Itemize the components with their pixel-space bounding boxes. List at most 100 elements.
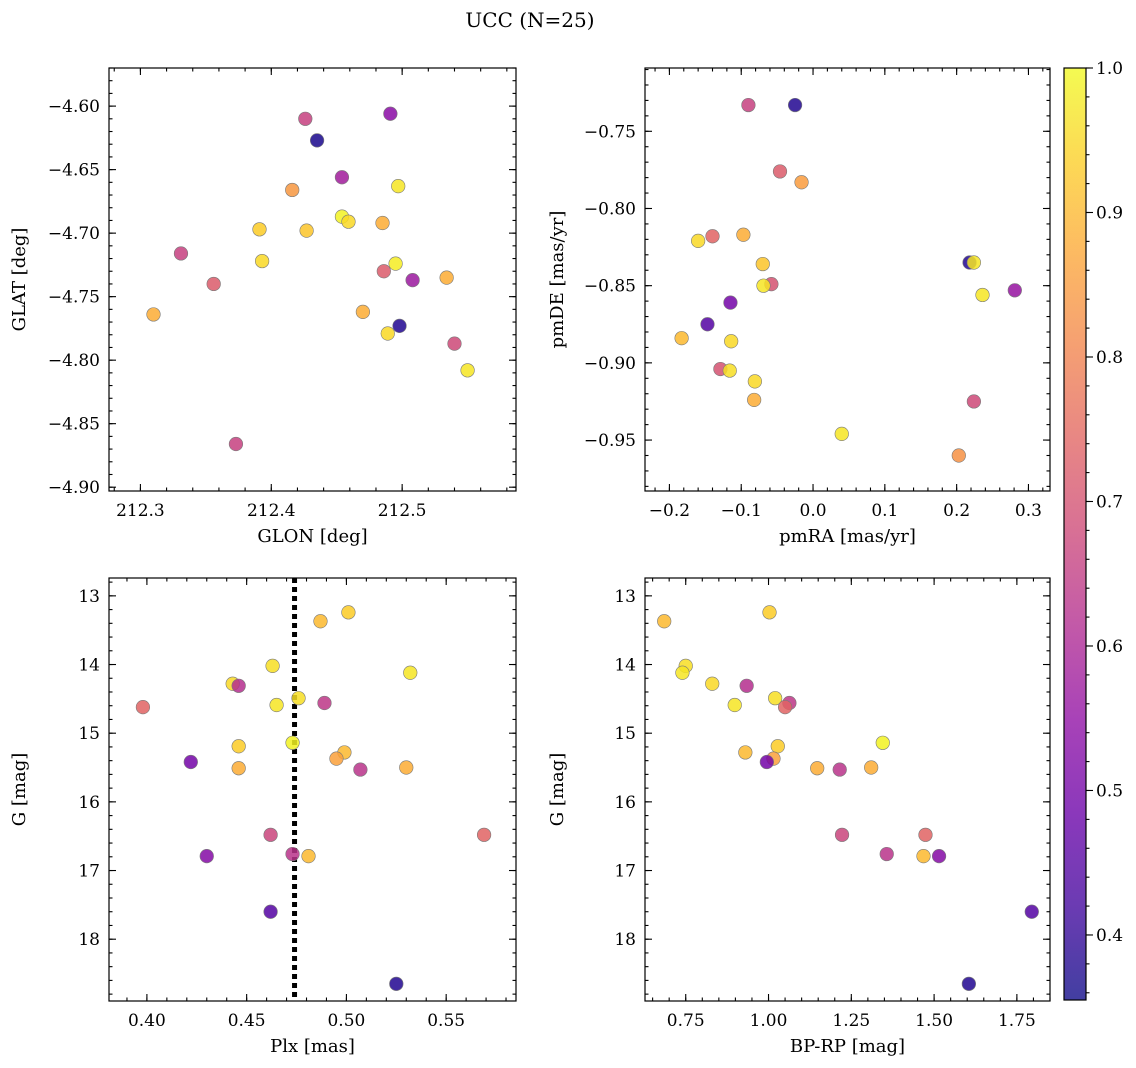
x-axis-label: GLON [deg] — [257, 526, 367, 547]
scatter-point — [183, 754, 198, 770]
scatter-point — [298, 111, 313, 126]
x-tick-label: 212.4 — [247, 501, 296, 521]
scatter-point — [447, 336, 462, 351]
scatter-point — [759, 754, 774, 770]
scatter-point — [263, 904, 278, 919]
scatter-point — [389, 976, 404, 991]
scatter-point — [787, 97, 803, 113]
scatter-point — [334, 170, 350, 185]
colorbar: 0.4 0.5 0.6 0.7 0.8 0.9 1.0 — [1063, 59, 1123, 1001]
scatter-point — [285, 182, 300, 198]
x-tick-label: 1.00 — [750, 1011, 788, 1031]
scatter-point — [329, 751, 344, 766]
y-tick-label: −4.90 — [48, 478, 100, 498]
scatter-point — [317, 695, 332, 711]
scatter-point — [1024, 904, 1039, 919]
y-tick-label: −0.75 — [584, 122, 636, 142]
y-tick-label: 16 — [78, 793, 100, 813]
y-tick-label: 18 — [614, 930, 636, 950]
scatter-point — [810, 761, 825, 776]
scatter-point — [951, 448, 966, 463]
y-tick-label: 17 — [614, 862, 636, 882]
scatter-point — [879, 846, 894, 862]
scatter-point — [341, 214, 356, 229]
scatter-point — [206, 276, 221, 292]
scatter-point — [228, 436, 244, 452]
x-tick-label: 0.40 — [128, 1011, 166, 1031]
scatter-point — [392, 318, 407, 333]
y-tick-label: −0.80 — [584, 199, 636, 219]
colorbar-frame — [1063, 67, 1087, 1001]
scatter-point — [747, 392, 762, 408]
scatter-point — [439, 270, 454, 285]
scatter-point — [376, 264, 391, 279]
colorbar-tick-label: 0.5 — [1096, 781, 1123, 801]
scatter-point — [173, 246, 189, 261]
scatter-point — [403, 665, 418, 680]
colorbar-tick-label: 0.8 — [1096, 348, 1123, 368]
scatter-point — [285, 735, 300, 750]
y-tick-label: −4.70 — [48, 224, 100, 244]
scatter-point — [736, 227, 751, 242]
panel-glon-glat: 212.3 212.4 212.5 −4.60 −4.65 −4.70 −4.75 −4.80… — [9, 67, 517, 547]
x-tick-label: 212.3 — [116, 501, 165, 521]
x-tick-label: 0.0 — [800, 501, 827, 521]
x-axis-label: Plx [mas] — [270, 1036, 355, 1057]
scatter-point — [388, 256, 403, 271]
x-tick-label: −0.1 — [721, 501, 762, 521]
scatter-point — [399, 760, 414, 775]
x-tick-label: 0.1 — [871, 501, 898, 521]
y-axis-label: G [mag] — [9, 753, 30, 826]
colorbar-tick-label: 1.0 — [1096, 59, 1123, 79]
scatter-point — [966, 394, 981, 409]
x-tick-label: 1.75 — [998, 1011, 1036, 1031]
y-tick-label: 17 — [78, 862, 100, 882]
scatter-point — [961, 976, 976, 991]
scatter-point — [738, 745, 753, 760]
scatter-point — [832, 762, 847, 777]
x-tick-label: 0.45 — [228, 1011, 266, 1031]
y-tick-label: −4.85 — [48, 415, 100, 435]
colorbar-gradient — [1064, 68, 1086, 1000]
scatter-point — [675, 665, 690, 680]
scatter-point — [918, 827, 933, 842]
colorbar-tick-label: 0.9 — [1096, 203, 1123, 223]
y-tick-label: −0.95 — [584, 431, 636, 451]
y-axis-label: pmDE [mas/yr] — [547, 211, 568, 349]
scatter-point — [263, 827, 278, 842]
colorbar-tick-label: 0.4 — [1096, 926, 1123, 946]
x-tick-label: 0.75 — [667, 1011, 705, 1031]
scatter-point — [341, 605, 356, 620]
scatter-point — [875, 735, 890, 750]
scatter-point — [705, 676, 720, 691]
scatter-point — [231, 678, 246, 693]
figure-title: UCC (N=25) — [465, 8, 594, 32]
y-tick-label: −4.65 — [48, 161, 100, 181]
scatter-point — [794, 175, 809, 190]
scatter-point — [723, 295, 738, 310]
scatter-point — [834, 827, 850, 842]
scatter-point — [391, 179, 406, 194]
y-tick-label: 14 — [614, 656, 636, 676]
x-axis-label: BP-RP [mag] — [790, 1036, 905, 1057]
y-tick-label: 15 — [78, 724, 100, 744]
scatter-point — [975, 287, 990, 303]
scatter-point — [674, 331, 689, 346]
y-tick-label: −4.80 — [48, 351, 100, 371]
scatter-point — [700, 317, 715, 332]
scatter-point — [135, 699, 151, 715]
y-tick-label: 14 — [78, 656, 100, 676]
y-tick-label: 16 — [614, 793, 636, 813]
scatter-point — [691, 233, 706, 249]
scatter-point — [301, 849, 316, 864]
scatter-point — [1007, 283, 1022, 298]
axes-frame — [644, 67, 1051, 492]
scatter-point — [285, 846, 300, 862]
scatter-point — [768, 691, 783, 706]
x-tick-label: 1.25 — [832, 1011, 870, 1031]
y-tick-label: −4.75 — [48, 288, 100, 308]
scatter-point — [375, 215, 390, 231]
axes-frame — [108, 577, 517, 1002]
y-axis-label: G [mag] — [547, 753, 568, 826]
